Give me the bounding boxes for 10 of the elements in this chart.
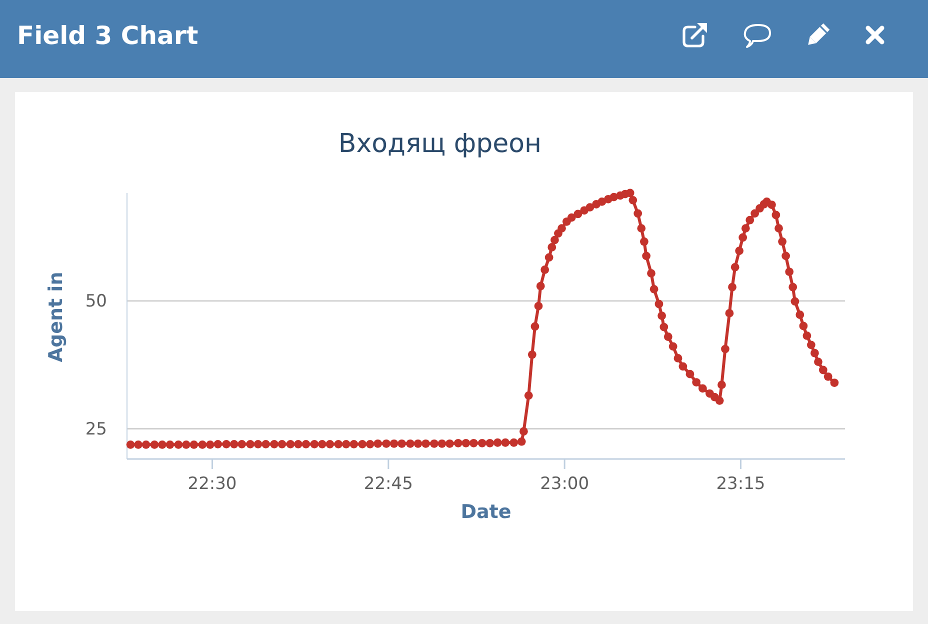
y-tick-label: 50: [85, 291, 107, 312]
chart-title: Входящ фреон: [338, 129, 542, 159]
x-tick-label: 22:45: [364, 474, 413, 494]
x-tick-label: 23:15: [716, 474, 766, 494]
x-tick-label: 22:30: [188, 474, 237, 494]
y-tick-label: 25: [85, 419, 107, 440]
y-axis-title: Agent in: [45, 272, 67, 362]
text: Field 3 Chart: [17, 21, 198, 50]
x-tick-label: 23:00: [540, 474, 590, 494]
x-axis-title: Date: [460, 501, 512, 523]
